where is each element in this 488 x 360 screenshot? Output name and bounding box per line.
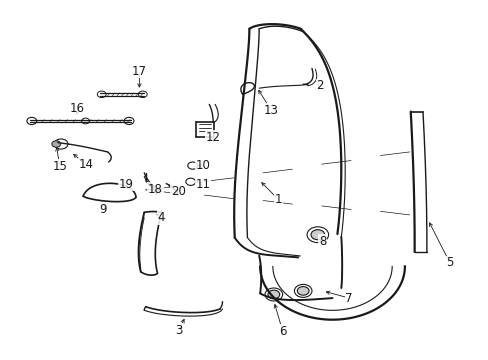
Text: 3: 3 — [174, 324, 182, 337]
Text: 5: 5 — [445, 256, 453, 269]
Circle shape — [310, 230, 324, 240]
Text: 9: 9 — [99, 203, 106, 216]
Text: 13: 13 — [264, 104, 278, 117]
Text: 6: 6 — [278, 325, 286, 338]
Text: 17: 17 — [132, 65, 146, 78]
Text: 16: 16 — [70, 102, 84, 115]
Text: 11: 11 — [195, 178, 210, 191]
Text: 19: 19 — [119, 178, 133, 191]
Text: 1: 1 — [274, 193, 282, 206]
Circle shape — [267, 290, 279, 299]
Text: 4: 4 — [157, 211, 165, 224]
Text: 15: 15 — [52, 160, 67, 173]
Text: 14: 14 — [79, 158, 93, 171]
Circle shape — [297, 287, 308, 295]
Text: 12: 12 — [205, 131, 220, 144]
Text: 7: 7 — [345, 292, 352, 305]
Text: 8: 8 — [318, 235, 326, 248]
Text: 10: 10 — [195, 159, 210, 172]
Text: 18: 18 — [148, 183, 163, 196]
Circle shape — [52, 141, 61, 147]
Text: 2: 2 — [316, 79, 324, 92]
Text: 20: 20 — [171, 185, 185, 198]
